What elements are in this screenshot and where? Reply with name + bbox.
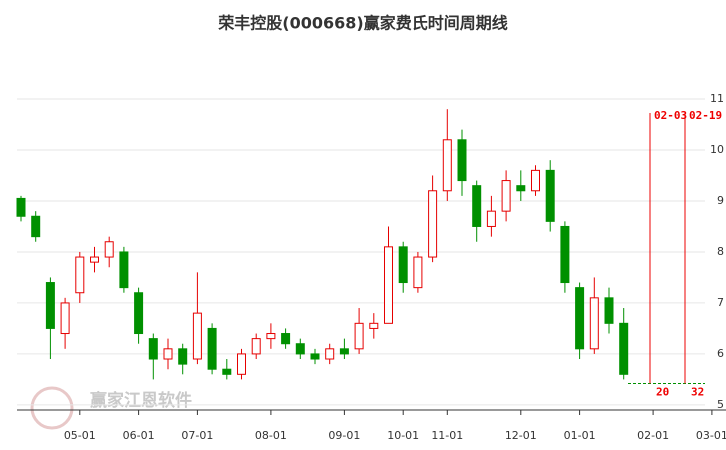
y-tick-label: 10 [710, 143, 724, 156]
candle-body [501, 180, 511, 212]
y-tick-label: 7 [717, 296, 724, 309]
cycle-days: 32 [691, 385, 704, 398]
candle-body [192, 312, 202, 360]
candle-body [413, 256, 423, 289]
x-tick-label: 05-01 [64, 429, 96, 442]
candle-body [442, 139, 452, 192]
candle-body [281, 333, 291, 345]
candle-body [222, 368, 232, 375]
candle-body [398, 246, 408, 284]
x-tick-label: 11-01 [431, 429, 463, 442]
candle-body [516, 185, 526, 192]
candle-body [178, 348, 188, 365]
y-tick-label: 11 [710, 92, 724, 105]
candle-body [384, 246, 393, 324]
candle-body [486, 210, 496, 227]
watermark-logo [30, 386, 74, 430]
candle-body [589, 297, 599, 350]
x-tick-label: 02-01 [637, 429, 669, 442]
candle-body [310, 353, 320, 360]
chart-title: 荣丰控股(000668)赢家费氏时间周期线 [217, 14, 507, 33]
cycle-date: 02-03 [654, 109, 687, 122]
cycle-days: 20 [656, 385, 669, 398]
candle-body [339, 348, 349, 355]
candle-body [531, 169, 540, 192]
candle-body [619, 322, 629, 375]
x-tick-label: 06-01 [123, 429, 155, 442]
candle-body [45, 282, 55, 329]
candle-body [428, 190, 438, 258]
candle-body [545, 169, 555, 222]
candle-body [354, 322, 364, 350]
x-tick-label: 09-01 [328, 429, 360, 442]
candle-body [134, 292, 144, 335]
x-tick-label: 07-01 [181, 429, 213, 442]
watermark-text: 赢家江恩软件 [90, 390, 192, 411]
watermark: 赢家江恩软件 [30, 386, 192, 430]
candle-body [31, 215, 41, 238]
cycle-date: 02-19 [689, 109, 722, 122]
candle-body [575, 287, 585, 350]
candle-body [207, 327, 217, 370]
candle-body [295, 343, 305, 355]
candle-body [369, 322, 379, 329]
candle-body [325, 348, 335, 360]
x-tick-label: 03-01 [696, 429, 726, 442]
x-tick-label: 12-01 [505, 429, 537, 442]
candle-body [163, 348, 173, 360]
candle-body [16, 197, 26, 217]
candle-body [75, 256, 85, 294]
y-tick-label: 5 [717, 398, 724, 411]
candle-body [266, 333, 276, 340]
x-tick-label: 01-01 [564, 429, 596, 442]
candle-body [104, 241, 114, 258]
y-tick-label: 6 [717, 347, 724, 360]
candle-body [119, 251, 129, 289]
candle-body [604, 297, 614, 324]
candle-body [472, 185, 482, 227]
x-tick-label: 10-01 [387, 429, 419, 442]
x-tick-label: 08-01 [255, 429, 287, 442]
y-tick-label: 8 [717, 245, 724, 258]
candle-body [457, 139, 467, 182]
y-tick-label: 9 [717, 194, 724, 207]
candle-body [251, 338, 261, 355]
candle-body [148, 338, 158, 360]
candle-body [60, 302, 70, 335]
candle-body [560, 225, 570, 284]
candle-body [90, 256, 99, 263]
candle-body [237, 353, 246, 375]
